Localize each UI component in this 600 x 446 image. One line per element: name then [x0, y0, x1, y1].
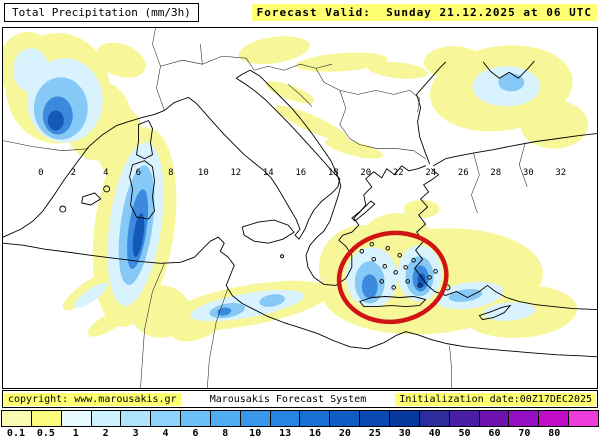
colorbar-label: 30: [398, 428, 411, 439]
longitude-label: 30: [523, 168, 534, 178]
copyright-text: copyright: www.marousakis.gr: [4, 392, 181, 406]
coastline-crimea: [482, 60, 535, 79]
colorbar-label: 0.5: [36, 428, 55, 439]
colorbar-label: 70: [518, 428, 531, 439]
footer-bar: copyright: www.marousakis.gr Marousakis …: [2, 390, 598, 408]
colorbar-label: 4: [162, 428, 169, 439]
initialization-date: Initialization date:00Z17DEC2025: [395, 392, 596, 406]
colorbar-label: 16: [308, 428, 322, 439]
forecast-valid-text: Forecast Valid: Sunday 21.12.2025 at 06 …: [251, 4, 597, 21]
precip-layer-deep-blue: [47, 110, 426, 288]
colorbar-cell: [539, 411, 570, 426]
longitude-label: 28: [490, 168, 501, 178]
colorbar-cell: [181, 411, 211, 426]
colorbar-label: 80: [548, 428, 561, 439]
longitude-label: 2: [71, 168, 76, 178]
colorbar-cell: [151, 411, 182, 426]
colorbar-cell: [210, 411, 241, 426]
longitude-label: 10: [198, 168, 209, 178]
aegean-islands: [359, 241, 451, 291]
longitude-label: 8: [168, 168, 173, 178]
longitude-label: 22: [393, 168, 404, 178]
colorbar-cell: [479, 411, 510, 426]
colorbar-cell: [389, 411, 420, 426]
island-menorca: [103, 185, 111, 193]
precipitation-scale: 0.1 0.5 1 2 3 4 6 8 10 13 16 20 25 30 40 50 60 70 80: [1, 410, 599, 439]
colorbar-label: 1: [72, 428, 79, 439]
longitude-label: 14: [263, 168, 274, 178]
longitude-label: 20: [360, 168, 371, 178]
longitude-label: 26: [458, 168, 469, 178]
colorbar-label: 2: [102, 428, 109, 439]
island-crete: [359, 296, 427, 308]
map-frame: 0 2 4 6 8 10 12 14 16 18 20 22 24 26 28 30 32: [2, 27, 598, 389]
colorbar-cell: [360, 411, 390, 426]
colorbar-cell: [91, 411, 122, 426]
colorbar-cell: [240, 411, 271, 426]
coastline-turkey-west-south: [414, 168, 597, 311]
colorbar-cell: [2, 411, 32, 426]
colorbar-label: 13: [279, 428, 292, 439]
colorbar-label: 8: [222, 428, 229, 439]
colorbar-label: 0.1: [6, 428, 25, 439]
system-name: Marousakis Forecast System: [209, 393, 367, 405]
colorbar-cells: [1, 410, 599, 427]
header-bar: Total Precipitation (mm/3h) Forecast Val…: [0, 0, 600, 27]
colorbar-cell: [419, 411, 450, 426]
coastline-western-mediterranean: [3, 69, 341, 240]
longitude-label: 0: [38, 168, 43, 178]
longitude-label: 24: [425, 168, 436, 178]
longitude-label: 12: [230, 168, 241, 178]
island-cyprus: [478, 304, 512, 321]
colorbar-label: 6: [192, 428, 199, 439]
island-sicily: [241, 219, 295, 244]
colorbar-cell: [121, 411, 152, 426]
colorbar-cell: [270, 411, 301, 426]
colorbar-cell: [509, 411, 540, 426]
coastline-turkey-north: [433, 133, 597, 167]
island-corsica: [136, 119, 153, 160]
colorbar-label: 10: [249, 428, 262, 439]
longitude-label: 4: [103, 168, 108, 178]
colorbar-label: 3: [132, 428, 139, 439]
colorbar-label: 40: [428, 428, 441, 439]
colorbar-label: 25: [368, 428, 381, 439]
island-malta: [280, 254, 285, 259]
longitude-labels: 0 2 4 6 8 10 12 14 16 18 20 22 24 26 28 30 32: [38, 168, 566, 178]
mediterranean-precipitation-map: 0 2 4 6 8 10 12 14 16 18 20 22 24 26 28 30 32: [3, 28, 597, 388]
red-circle-annotation: [336, 230, 449, 325]
colorbar-label: [569, 428, 599, 439]
longitude-label: 18: [328, 168, 339, 178]
colorbar-label: 60: [488, 428, 501, 439]
colorbar-cell: [569, 411, 598, 426]
coastline-black-sea-west: [416, 61, 446, 165]
colorbar-cell: [61, 411, 92, 426]
colorbar-cell: [449, 411, 480, 426]
colorbar-cell: [300, 411, 331, 426]
coastline-north-africa: [3, 236, 597, 358]
island-ibiza: [59, 205, 67, 213]
longitude-label: 6: [136, 168, 141, 178]
colorbar-labels: 0.1 0.5 1 2 3 4 6 8 10 13 16 20 25 30 40 50 60 70 80: [1, 428, 599, 439]
colorbar-label: 50: [458, 428, 471, 439]
map-title: Total Precipitation (mm/3h): [4, 3, 199, 22]
colorbar-cell: [31, 411, 62, 426]
island-sardinia: [129, 160, 155, 220]
longitude-label: 32: [555, 168, 566, 178]
island-euboea: [351, 200, 376, 222]
colorbar-label: 20: [338, 428, 351, 439]
island-mallorca: [81, 192, 102, 206]
colorbar-cell: [330, 411, 361, 426]
country-borders: [3, 28, 528, 388]
longitude-label: 16: [295, 168, 306, 178]
